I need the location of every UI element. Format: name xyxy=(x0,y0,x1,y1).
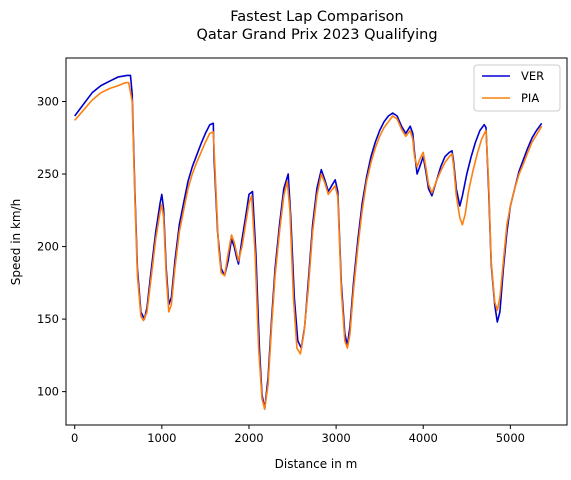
x-tick-label: 0 xyxy=(71,431,78,445)
legend: VER PIA xyxy=(473,64,561,112)
x-tick-label: 3000 xyxy=(321,431,350,445)
series-layer xyxy=(74,74,543,410)
legend-label-pia: PIA xyxy=(521,91,539,105)
y-axis-ticks: 100 150 200 250 300 xyxy=(37,95,66,399)
x-axis-ticks: 0 1000 2000 3000 4000 5000 xyxy=(71,425,525,445)
y-tick-label: 250 xyxy=(37,167,59,181)
x-axis-label: Distance in m xyxy=(275,457,358,471)
y-tick-label: 100 xyxy=(37,385,59,399)
series-line-pia xyxy=(74,81,543,410)
plot-frame xyxy=(65,57,568,426)
y-tick-label: 300 xyxy=(37,95,59,109)
x-tick-label: 1000 xyxy=(147,431,176,445)
x-tick-label: 2000 xyxy=(234,431,263,445)
series-line-ver xyxy=(74,74,543,410)
y-tick-label: 150 xyxy=(37,312,59,326)
chart-title: Fastest Lap Comparison xyxy=(230,9,404,25)
x-tick-label: 4000 xyxy=(409,431,438,445)
legend-box xyxy=(473,64,561,112)
chart-subtitle: Qatar Grand Prix 2023 Qualifying xyxy=(196,27,437,43)
legend-label-ver: VER xyxy=(521,69,544,83)
x-tick-label: 5000 xyxy=(496,431,525,445)
y-tick-label: 200 xyxy=(37,240,59,254)
y-axis-label: Speed in km/h xyxy=(9,199,23,285)
